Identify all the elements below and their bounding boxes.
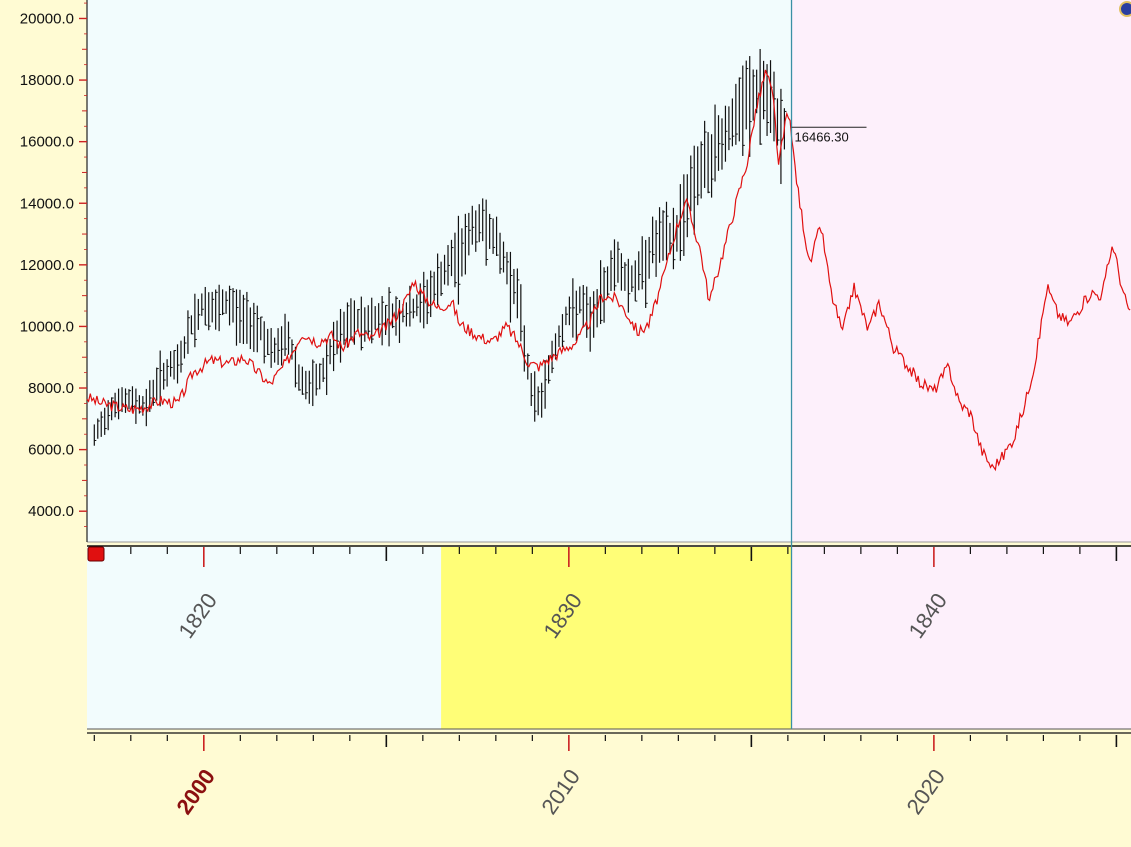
history-plot-background [87, 0, 792, 542]
callout-label: 16466.30 [795, 129, 849, 144]
overlay-line [86, 69, 1131, 472]
y-tick-label: 10000.0 [20, 318, 74, 335]
price-bars [93, 48, 787, 446]
y-tick-label: 14000.0 [20, 195, 74, 212]
callout: 16466.30 [791, 126, 867, 144]
forecast-plot-background [791, 0, 1131, 542]
highlight-range[interactable] [441, 547, 792, 729]
forecast-band-background [791, 547, 1131, 729]
y-tick-label: 6000.0 [28, 442, 74, 459]
y-tick-label: 18000.0 [20, 72, 74, 89]
y-tick-label: 16000.0 [20, 134, 74, 151]
y-tick-label: 20000.0 [20, 10, 74, 27]
red-square-icon[interactable] [87, 546, 105, 562]
y-tick-label: 4000.0 [28, 503, 74, 520]
globe-icon[interactable] [1119, 1, 1131, 17]
y-tick-label: 12000.0 [20, 257, 74, 274]
y-tick-label: 8000.0 [28, 380, 74, 397]
y-axis: 20000.0 18000.0 16000.0 14000.0 12000.0 10000… [20, 2, 87, 528]
